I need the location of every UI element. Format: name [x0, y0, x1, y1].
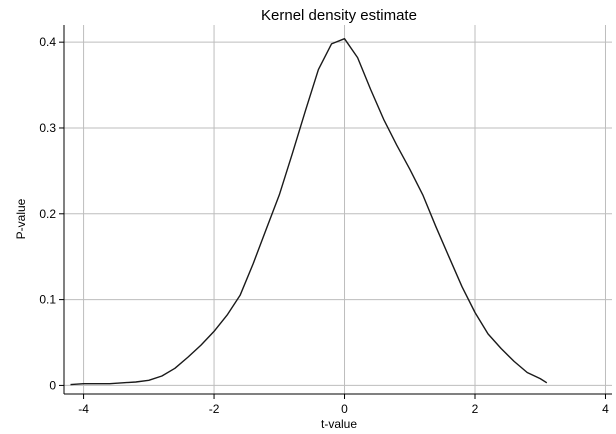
x-tick-label: 0	[341, 402, 348, 416]
axes	[63, 25, 612, 395]
x-tick-label: -2	[209, 402, 220, 416]
chart-title: Kernel density estimate	[261, 7, 417, 24]
grid	[64, 25, 612, 394]
y-tick-label: 0.3	[39, 121, 56, 135]
y-tick-label: 0.4	[39, 35, 56, 49]
density-curve	[70, 38, 548, 386]
y-tick-label: 0.1	[39, 293, 56, 307]
x-axis-title: t-value	[321, 417, 357, 431]
y-tick-label: 0	[49, 378, 56, 392]
x-tick-label: 4	[602, 402, 609, 416]
y-ticks: 0 0.1 0.2 0.3 0.4	[39, 35, 64, 392]
x-tick-label: 2	[472, 402, 479, 416]
y-tick-label: 0.2	[39, 207, 56, 221]
x-tick-label: -4	[78, 402, 89, 416]
x-ticks: -4 -2 0 2 4	[78, 394, 609, 416]
y-axis-title: P-value	[14, 198, 28, 239]
